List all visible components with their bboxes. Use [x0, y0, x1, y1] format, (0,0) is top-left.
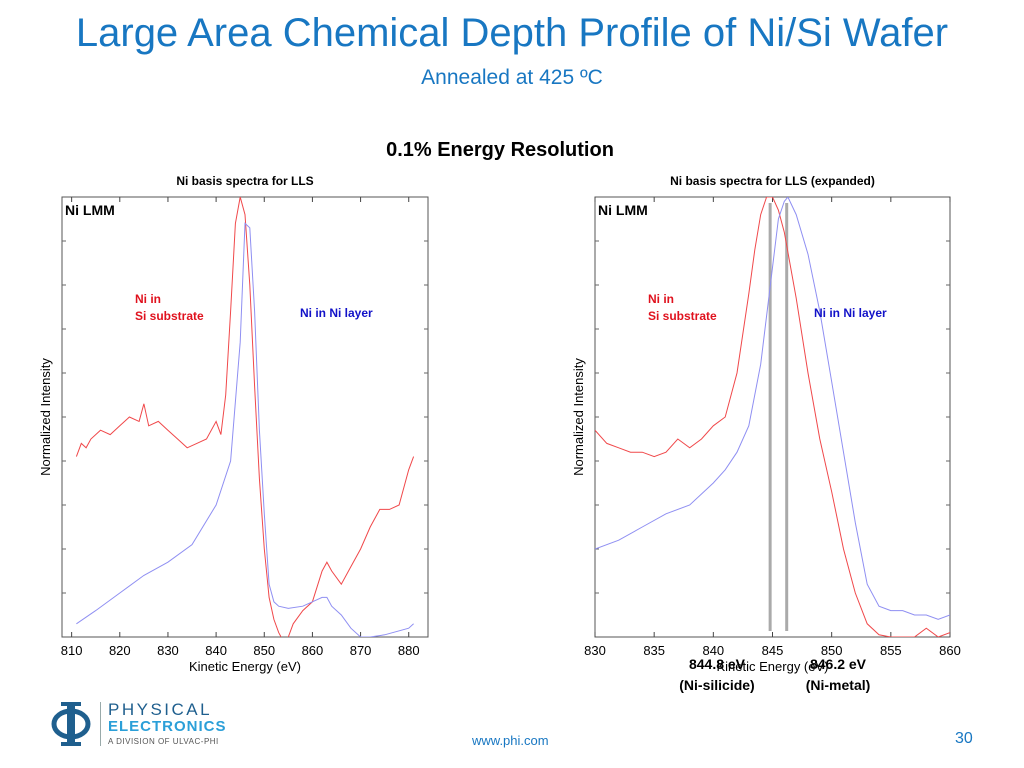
x-tick-label: 870 [350, 643, 372, 658]
x-tick-label: 850 [821, 643, 843, 658]
panel-label: Ni LMM [598, 202, 648, 218]
phi-symbol-icon [51, 702, 91, 746]
chart-title: Ni basis spectra for LLS (expanded) [670, 174, 875, 188]
series-line-ni-in-ni-layer [76, 222, 414, 637]
resolution-heading: 0.1% Energy Resolution [386, 139, 614, 161]
plot-frame [594, 196, 951, 638]
plot-frame [61, 196, 429, 638]
x-tick-label: 860 [939, 643, 961, 658]
chart-title: Ni basis spectra for LLS [176, 174, 313, 188]
logo-line-electronics: ELECTRONICS [108, 718, 227, 735]
series-line-ni-in-si-substrate [595, 197, 950, 637]
annotation-ni-in-ni-layer: Ni in Ni layer [300, 306, 373, 320]
x-tick-label: 860 [302, 643, 324, 658]
chart-left: Ni basis spectra for LLS 810 820 830 840 850 8… [38, 174, 429, 674]
x-tick-label: 830 [157, 643, 179, 658]
x-tick-label: 810 [61, 643, 83, 658]
logo-separator [100, 702, 101, 746]
page-number: 30 [955, 730, 973, 747]
x-tick-label: 880 [398, 643, 420, 658]
annotation-ni-in-si-substrate: Ni in [648, 292, 674, 306]
x-axis-label: Kinetic Energy (eV) [717, 659, 829, 674]
x-tick-label: 840 [205, 643, 227, 658]
annotation-ni-in-ni-layer: Ni in Ni layer [814, 306, 887, 320]
series-line-ni-in-si-substrate [75, 197, 415, 637]
x-tick-label: 845 [762, 643, 784, 658]
x-tick-label: 830 [584, 643, 606, 658]
x-tick-label: 820 [109, 643, 131, 658]
slide-subtitle: Annealed at 425 ºC [421, 66, 603, 89]
marker-label: 844.8 eV [689, 656, 746, 672]
annotation-ni-in-si-substrate: Si substrate [648, 309, 717, 323]
x-axis-label: Kinetic Energy (eV) [189, 659, 301, 674]
panel-label: Ni LMM [65, 202, 115, 218]
series-line-ni-in-ni-layer [595, 197, 950, 620]
chart-right: Ni basis spectra for LLS (expanded) 830 83… [571, 174, 961, 693]
x-tick-label: 840 [702, 643, 724, 658]
y-axis-label: Normalized Intensity [571, 358, 586, 476]
y-axis-label: Normalized Intensity [38, 358, 53, 476]
marker-label: (Ni-silicide) [679, 677, 754, 693]
logo-line-physical: PHYSICAL [108, 700, 213, 719]
x-tick-label: 850 [253, 643, 275, 658]
x-tick-label: 835 [643, 643, 665, 658]
company-logo: PHYSICAL ELECTRONICS A DIVISION OF ULVAC… [48, 700, 238, 750]
footer-url[interactable]: www.phi.com [472, 733, 549, 748]
marker-label: (Ni-metal) [806, 677, 871, 693]
annotation-ni-in-si-substrate: Si substrate [135, 309, 204, 323]
slide-title: Large Area Chemical Depth Profile of Ni/… [75, 11, 949, 55]
marker-label: 846.2 eV [810, 656, 867, 672]
annotation-ni-in-si-substrate: Ni in [135, 292, 161, 306]
x-tick-label: 855 [880, 643, 902, 658]
logo-line-division: A DIVISION OF ULVAC-PHI [108, 737, 219, 746]
